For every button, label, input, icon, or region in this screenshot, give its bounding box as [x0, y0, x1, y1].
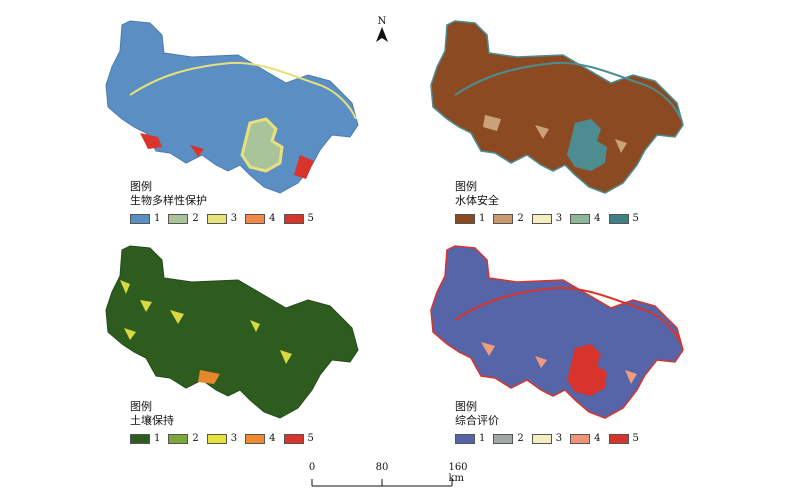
legend-class-2: 2 — [493, 432, 524, 446]
legend-water-security: 图例 水体安全 1 2 3 4 5 — [455, 180, 647, 226]
lake-area — [567, 119, 607, 171]
legend-biodiversity: 图例 生物多样性保护 1 2 3 4 5 — [130, 180, 322, 226]
legend-comprehensive: 图例 综合评价 1 2 3 4 5 — [455, 400, 647, 446]
legend-swatch — [608, 214, 629, 224]
legend-swatch — [130, 434, 150, 444]
legend-class-3: 3 — [206, 212, 237, 226]
legend-swatch — [168, 214, 189, 224]
legend-swatch — [608, 434, 629, 444]
biodiversity-map — [105, 20, 359, 194]
region-outline — [430, 245, 684, 419]
legend-swatch — [130, 214, 150, 224]
scale-tick-label: 0 — [308, 462, 316, 473]
legend-class-1: 1 — [130, 432, 160, 446]
legend-swatch — [206, 434, 227, 444]
north-arrow-icon — [376, 27, 388, 42]
lake-area — [240, 117, 284, 173]
legend-class-4: 4 — [245, 212, 276, 226]
legend-swatch — [455, 434, 475, 444]
legend-class-5: 5 — [283, 212, 314, 226]
legend-class-3: 3 — [531, 432, 562, 446]
legend-swatch — [206, 214, 227, 224]
legend-label: 图例 — [455, 180, 477, 193]
legend-title: 水体安全 — [455, 194, 499, 207]
river-band — [454, 286, 682, 345]
legend-swatch — [570, 434, 591, 444]
legend-swatch — [283, 214, 304, 224]
legend-swatch — [168, 434, 189, 444]
legend-class-4: 4 — [570, 212, 601, 226]
legend-class-3: 3 — [531, 212, 562, 226]
legend-title: 生物多样性保护 — [130, 194, 207, 207]
legend-title: 综合评价 — [455, 414, 499, 427]
river-band — [129, 61, 357, 120]
legend-class-4: 4 — [570, 432, 601, 446]
legend-soil-conservation: 图例 土壤保持 1 2 3 4 5 — [130, 400, 322, 446]
legend-swatch — [493, 434, 514, 444]
map-panel-comprehensive: 图例 综合评价 1 2 3 4 5 — [425, 240, 685, 444]
legend-items: 1 2 3 4 5 — [130, 212, 322, 226]
legend-class-5: 5 — [608, 212, 639, 226]
map-panel-water-security: 图例 水体安全 1 2 3 4 5 — [425, 15, 685, 224]
legend-swatch — [531, 214, 552, 224]
map-panel-soil-conservation: 图例 土壤保持 1 2 3 4 5 — [100, 240, 360, 444]
lake-area — [567, 344, 607, 396]
legend-class-5: 5 — [283, 432, 314, 446]
legend-class-1: 1 — [455, 432, 485, 446]
region-outline — [105, 20, 359, 194]
scale-bar-graphic — [311, 479, 453, 487]
legend-class-2: 2 — [493, 212, 524, 226]
legend-items: 1 2 3 4 5 — [455, 432, 647, 446]
region-outline — [430, 20, 684, 194]
legend-swatch — [493, 214, 514, 224]
region-outline — [105, 245, 359, 419]
soil-conservation-map — [105, 245, 359, 419]
map-panel-biodiversity: 图例 生物多样性保护 1 2 3 4 5 — [100, 15, 360, 224]
river-band — [454, 61, 682, 120]
scale-tick-label: 80 — [375, 462, 389, 473]
legend-class-1: 1 — [455, 212, 485, 226]
legend-label: 图例 — [130, 400, 152, 413]
legend-swatch — [283, 434, 304, 444]
legend-swatch — [455, 214, 475, 224]
legend-swatch — [245, 434, 266, 444]
orange-patch — [198, 370, 220, 384]
north-arrow: N — [372, 16, 392, 46]
light-patch — [483, 115, 627, 153]
legend-class-4: 4 — [245, 432, 276, 446]
legend-items: 1 2 3 4 5 — [130, 432, 322, 446]
legend-items: 1 2 3 4 5 — [455, 212, 647, 226]
legend-class-5: 5 — [608, 432, 639, 446]
legend-class-2: 2 — [168, 432, 199, 446]
high-value-patch — [140, 133, 314, 179]
legend-swatch — [570, 214, 591, 224]
water-security-map — [430, 20, 684, 194]
legend-label: 图例 — [455, 400, 477, 413]
scale-bar: 0 80 160 km — [306, 462, 468, 492]
legend-class-3: 3 — [206, 432, 237, 446]
legend-class-1: 1 — [130, 212, 160, 226]
comprehensive-map — [430, 245, 684, 419]
legend-class-2: 2 — [168, 212, 199, 226]
legend-label: 图例 — [130, 180, 152, 193]
legend-swatch — [531, 434, 552, 444]
north-label: N — [377, 16, 387, 27]
scale-tick-label: 160 km — [448, 462, 468, 484]
legend-title: 土壤保持 — [130, 414, 174, 427]
legend-swatch — [245, 214, 266, 224]
